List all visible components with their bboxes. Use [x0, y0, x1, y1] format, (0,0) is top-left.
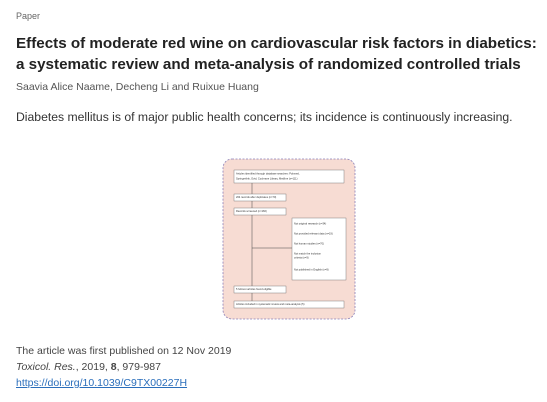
flow-box [233, 300, 345, 309]
flow-text: criteria (n=9) [294, 256, 309, 260]
flow-text: Not provided relevant data (n=19) [294, 232, 333, 236]
flow-box [233, 193, 287, 202]
flow-text: Springerlink, Ovid, Cochrane Library, Me… [236, 177, 298, 181]
flow-box [233, 207, 287, 216]
flow-text: 5 full-text articles found eligible [236, 287, 272, 291]
article-title: Effects of moderate red wine on cardiova… [16, 35, 537, 73]
article-type: Paper [16, 11, 41, 21]
published-date: The article was first published on 12 No… [16, 345, 232, 357]
flow-text: Not match the inclusion [294, 252, 322, 256]
flow-text: Not human studies (n=70) [294, 242, 324, 246]
flow-text: Not published in English (n=9) [294, 268, 329, 272]
authors: Saavia Alice Naame, Decheng Li and Ruixu… [16, 81, 259, 93]
citation: Toxicol. Res., 2019, 8, 979-987 [16, 361, 161, 373]
flowchart-figure: Articles identified through database sea… [222, 158, 356, 320]
citation-part: , 979-987 [116, 361, 161, 373]
citation-part: , 2019, [75, 361, 111, 373]
flow-box [233, 285, 287, 294]
flow-text: Records screened (n=166) [236, 209, 267, 213]
flow-text: 204 records after duplicates (n=70) [236, 195, 276, 199]
flow-text: Articles included in systematic review a… [236, 302, 305, 306]
flow-text: Articles identified through database sea… [236, 172, 300, 176]
citation-part: 8 [110, 361, 117, 373]
flow-text: Not original research (n=34) [294, 222, 326, 226]
summary: Diabetes mellitus is of major public hea… [16, 110, 513, 124]
flow-box [233, 169, 345, 184]
citation-part: Toxicol. Res. [16, 361, 76, 373]
doi-link[interactable]: https://doi.org/10.1039/C9TX00227H [16, 377, 188, 389]
flow-box [291, 217, 347, 281]
